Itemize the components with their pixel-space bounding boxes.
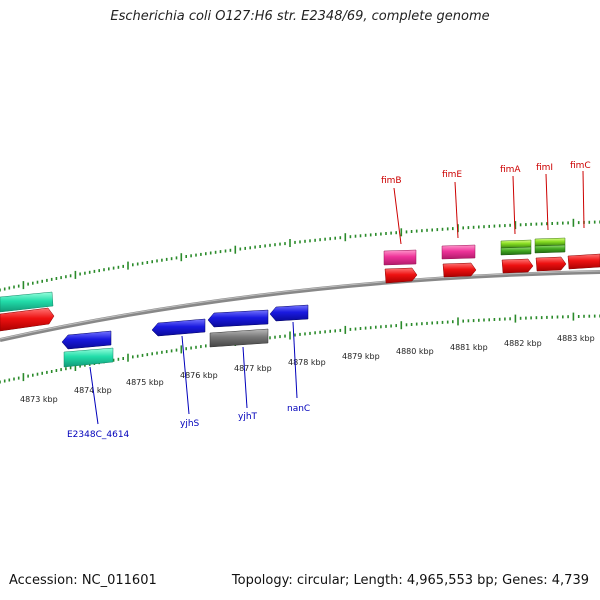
scale-label-4878: 4878 kbp — [288, 358, 326, 367]
gene-label-fimE[interactable]: fimE — [442, 170, 462, 180]
gene-arrow-fimB[interactable] — [384, 267, 418, 284]
scale-label-4876: 4876 kbp — [180, 371, 218, 380]
gene-feature-fimI-dark[interactable] — [534, 244, 566, 254]
gene-feature-fimI[interactable] — [534, 237, 566, 247]
forward-gene-labels: fimB fimE fimA fimI fimC — [381, 161, 591, 245]
gene-arrow-E2348C_4614[interactable] — [61, 330, 112, 350]
accession-text: Accession: NC_011601 — [9, 573, 157, 588]
gene-label-fimI[interactable]: fimI — [536, 163, 553, 173]
gene-label-E2348C_4614[interactable]: E2348C_4614 — [67, 430, 130, 440]
gene-label-yjhT[interactable]: yjhT — [238, 412, 258, 422]
gene-label-fimB[interactable]: fimB — [381, 176, 402, 186]
gene-label-fimA[interactable]: fimA — [500, 165, 521, 175]
gene-label-nanC[interactable]: nanC — [287, 404, 310, 414]
gene-feature-teal[interactable] — [0, 291, 54, 313]
gene-feature-yjhT-gray[interactable] — [209, 328, 269, 348]
gene-label-yjhS[interactable]: yjhS — [180, 419, 200, 429]
gene-feature-fimA-dark[interactable] — [500, 246, 532, 256]
gene-arrow-yjhS[interactable] — [151, 318, 206, 337]
scale-label-4873: 4873 kbp — [20, 395, 58, 404]
reverse-gene-labels: E2348C_4614 yjhS yjhT nanC — [67, 321, 310, 440]
reverse-features — [61, 304, 309, 368]
leader-line-fimB — [393, 187, 402, 245]
genome-backbone-highlight — [0, 270, 600, 340]
gene-feature-E2348C_4614-teal[interactable] — [63, 347, 114, 368]
genome-backbone — [0, 270, 600, 342]
gene-feature-fimA[interactable] — [500, 239, 532, 249]
scale-label-4879: 4879 kbp — [342, 352, 380, 361]
scale-labels: 4873 kbp 4874 kbp 4875 kbp 4876 kbp 4877… — [20, 334, 595, 404]
leader-line-fimI — [545, 173, 549, 231]
leader-line-E2348C_4614 — [89, 366, 99, 425]
gene-arrow-forward[interactable] — [0, 307, 55, 332]
gene-arrow-fimI[interactable] — [535, 256, 567, 272]
leader-line-fimC — [582, 170, 585, 229]
scale-label-4883: 4883 kbp — [557, 334, 595, 343]
gene-feature-fimE[interactable] — [441, 244, 476, 260]
leader-line-yjhS — [181, 335, 190, 415]
leader-line-fimA — [512, 175, 516, 235]
scale-label-4880: 4880 kbp — [396, 347, 434, 356]
forward-features — [0, 237, 600, 332]
scale-label-4882: 4882 kbp — [504, 339, 542, 348]
scale-label-4877: 4877 kbp — [234, 364, 272, 373]
forward-scale-ticks — [0, 218, 600, 292]
leader-line-yjhT — [242, 346, 248, 409]
gene-arrow-fimA[interactable] — [501, 258, 534, 274]
gene-arrow-yjhT[interactable] — [207, 309, 269, 328]
gene-label-fimC[interactable]: fimC — [570, 161, 591, 171]
gene-arrow-fimE[interactable] — [442, 262, 477, 278]
scale-label-4875: 4875 kbp — [126, 378, 164, 387]
gene-feature-fimB[interactable] — [383, 249, 417, 266]
gene-arrow-fimC[interactable] — [567, 253, 600, 270]
map-title: Escherichia coli O127:H6 str. E2348/69, … — [110, 9, 490, 24]
scale-label-4881: 4881 kbp — [450, 343, 488, 352]
leader-line-nanC — [292, 321, 298, 399]
leader-line-fimE — [454, 181, 459, 239]
gene-arrow-nanC[interactable] — [269, 304, 309, 322]
topology-text: Topology: circular; Length: 4,965,553 bp… — [231, 573, 589, 588]
